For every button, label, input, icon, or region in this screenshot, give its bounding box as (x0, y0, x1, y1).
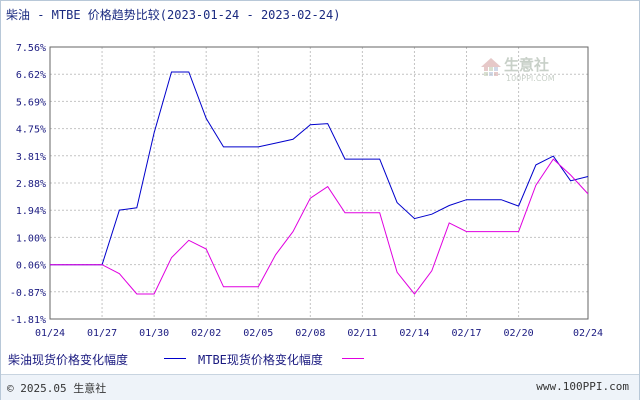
footer-copyright: © 2025.05 生意社 (7, 382, 107, 395)
legend-swatch-mtbe (342, 358, 364, 359)
series-lines (50, 71, 589, 295)
y-tick-label: 4.75% (16, 125, 46, 136)
series-line-diesel (50, 71, 589, 266)
chart-title: 柴油 - MTBE 价格趋势比较(2023-01-24 - 2023-02-24… (6, 8, 341, 22)
x-tick-label: 02/17 (451, 328, 481, 339)
y-tick-label: 6.62% (16, 70, 46, 81)
y-tick-label: 3.81% (16, 152, 46, 163)
watermark-url: 100PPI.COM (506, 74, 555, 83)
x-tick-label: 02/05 (243, 328, 273, 339)
x-tick-label: 01/24 (35, 328, 65, 339)
x-tick-label: 01/27 (87, 328, 117, 339)
y-tick-label: 2.88% (16, 179, 46, 190)
x-tick-label: 02/20 (504, 328, 534, 339)
series-line-mtbe (50, 158, 589, 295)
y-tick-label: 1.00% (16, 233, 46, 244)
x-tick-label: 02/14 (399, 328, 429, 339)
footer-website: www.100PPI.com (536, 380, 629, 393)
axes: 7.56% 6.62% 5.69% 4.75% 3.81% 2.88% 1.94% 1.00%… (10, 43, 603, 339)
x-tick-label: 01/30 (139, 328, 169, 339)
x-tick-label: 02/08 (295, 328, 325, 339)
y-tick-label: -1.81% (10, 315, 46, 326)
x-tick-label: 02/02 (191, 328, 221, 339)
y-tick-label: 5.69% (16, 97, 46, 108)
y-tick-label: 7.56% (16, 43, 46, 54)
y-tick-label: -0.87% (10, 288, 46, 299)
legend-label-diesel: 柴油现货价格变化幅度 (8, 353, 129, 367)
line-chart: 7.56% 6.62% 5.69% 4.75% 3.81% 2.88% 1.94% 1.00%… (10, 43, 603, 339)
grid (50, 47, 588, 319)
watermark-name: 生意社 (504, 56, 550, 74)
y-tick-label: 0.06% (16, 261, 46, 272)
plot-area-border (49, 46, 589, 320)
x-tick-label: 02/24 (573, 328, 603, 339)
x-tick-label: 02/11 (347, 328, 377, 339)
legend-swatch-diesel (164, 358, 186, 359)
y-tick-label: 1.94% (16, 206, 46, 217)
footer-bar: © 2025.05 生意社 www.100PPI.com (1, 374, 639, 400)
legend-label-mtbe: MTBE现货价格变化幅度 (198, 353, 323, 367)
